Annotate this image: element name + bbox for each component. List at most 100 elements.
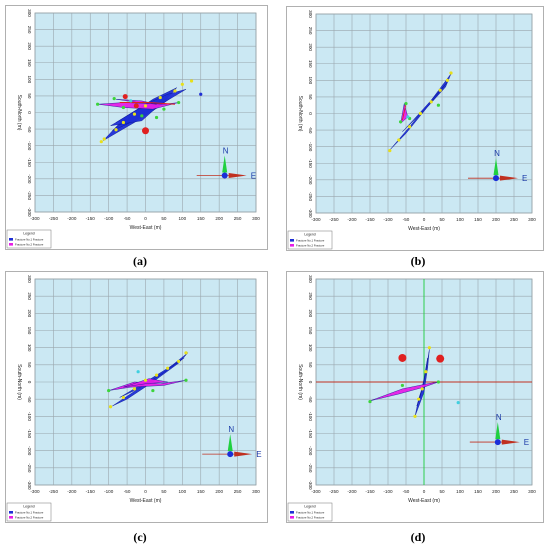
y-tick-label: 50 bbox=[27, 93, 32, 99]
y-tick-label: -50 bbox=[308, 127, 313, 134]
event-point bbox=[166, 366, 170, 370]
event-point bbox=[184, 351, 188, 355]
y-tick-label: -250 bbox=[27, 463, 32, 473]
east-arrow-icon bbox=[501, 439, 520, 445]
event-point bbox=[112, 96, 116, 101]
x-tick-label: 300 bbox=[252, 216, 260, 221]
event-point bbox=[140, 114, 144, 118]
event-point bbox=[456, 401, 460, 405]
x-axis-label: West-East (m) bbox=[130, 225, 162, 231]
event-point bbox=[436, 103, 440, 107]
east-label: E bbox=[256, 450, 261, 459]
y-tick-label: -50 bbox=[27, 126, 32, 133]
compass-origin-icon bbox=[494, 439, 501, 446]
compass-origin-icon bbox=[227, 451, 234, 458]
event-point bbox=[162, 107, 166, 111]
y-tick-label: -300 bbox=[27, 480, 32, 490]
event-point bbox=[417, 397, 421, 401]
x-tick-label: -300 bbox=[30, 216, 40, 221]
event-point bbox=[102, 137, 106, 141]
y-tick-label: -150 bbox=[308, 159, 313, 169]
north-label: N bbox=[496, 413, 502, 422]
x-tick-label: 100 bbox=[178, 489, 186, 494]
event-point bbox=[189, 79, 194, 83]
x-tick-label: 300 bbox=[528, 489, 536, 494]
event-point bbox=[180, 82, 184, 86]
y-tick-label: 250 bbox=[27, 292, 32, 300]
panel-c: -300 -250 -200 -150 -100 -50 0 50 100 150 200 250 30… bbox=[5, 271, 268, 523]
event-point bbox=[121, 395, 125, 400]
north-arrow-icon bbox=[495, 422, 501, 440]
y-tick-label: 200 bbox=[27, 42, 32, 50]
event-point bbox=[449, 71, 453, 75]
north-arrow-icon bbox=[222, 155, 228, 173]
y-tick-label: 300 bbox=[27, 275, 32, 283]
y-tick-label: -50 bbox=[27, 396, 32, 403]
y-tick-label: 300 bbox=[308, 275, 313, 283]
event-point bbox=[107, 388, 111, 393]
y-tick-label: -250 bbox=[308, 192, 313, 202]
east-label: E bbox=[524, 438, 529, 447]
legend-item-label: Fracture No.1 Fracture bbox=[15, 510, 44, 514]
legend-item-label: Fracture No.2 Fracture bbox=[15, 242, 44, 246]
y-tick-label: 0 bbox=[308, 112, 313, 115]
legend-box bbox=[287, 502, 333, 522]
event-point bbox=[136, 370, 140, 374]
event-point bbox=[199, 92, 203, 96]
event-point bbox=[121, 120, 125, 125]
east-arrow-icon bbox=[500, 175, 518, 181]
fracture-polygon bbox=[123, 378, 168, 388]
x-tick-label: 50 bbox=[439, 489, 445, 494]
compass-origin-icon bbox=[493, 175, 499, 182]
event-point bbox=[436, 380, 440, 384]
x-tick-label: -50 bbox=[403, 217, 410, 222]
y-tick-label: -300 bbox=[27, 207, 32, 217]
event-point bbox=[142, 127, 149, 135]
y-tick-label: -250 bbox=[308, 463, 313, 473]
event-point bbox=[424, 370, 428, 374]
event-point bbox=[177, 359, 181, 363]
y-tick-label: 200 bbox=[27, 309, 32, 317]
y-tick-label: 50 bbox=[27, 362, 32, 368]
x-tick-label: -100 bbox=[104, 489, 114, 494]
east-arrow-icon bbox=[234, 451, 253, 457]
event-point bbox=[420, 387, 424, 391]
x-tick-label: 0 bbox=[144, 216, 147, 221]
x-axis-label: West-East (m) bbox=[130, 498, 162, 504]
x-tick-label: 0 bbox=[423, 489, 426, 494]
event-group bbox=[388, 71, 453, 153]
y-tick-label: -200 bbox=[308, 446, 313, 456]
x-tick-label: -50 bbox=[124, 489, 131, 494]
event-point bbox=[129, 99, 133, 103]
event-point bbox=[438, 88, 442, 92]
x-tick-label: 200 bbox=[492, 489, 500, 494]
y-tick-label: 0 bbox=[308, 381, 313, 384]
x-tick-label: 150 bbox=[197, 216, 205, 221]
trace-line bbox=[402, 103, 407, 121]
x-tick-label: 50 bbox=[439, 217, 445, 222]
legend-box bbox=[287, 230, 333, 250]
event-point bbox=[108, 405, 113, 409]
event-point bbox=[177, 100, 181, 105]
grid bbox=[34, 12, 257, 213]
x-tick-label: -250 bbox=[329, 489, 339, 494]
x-tick-label: 250 bbox=[510, 217, 518, 222]
event-point bbox=[368, 399, 372, 404]
y-tick-label: 250 bbox=[308, 27, 313, 35]
y-tick-label: -150 bbox=[308, 429, 313, 439]
x-tick-label: -250 bbox=[329, 217, 339, 222]
x-tick-label: 50 bbox=[161, 489, 167, 494]
event-point bbox=[122, 94, 128, 100]
event-point bbox=[121, 105, 125, 110]
x-tick-label: 200 bbox=[492, 217, 500, 222]
event-point bbox=[404, 101, 408, 106]
compass: NE bbox=[468, 149, 527, 183]
legend-swatch bbox=[9, 511, 13, 514]
x-axis-label: West-East (m) bbox=[408, 226, 440, 232]
x-tick-label: -200 bbox=[347, 489, 357, 494]
y-tick-label: 50 bbox=[308, 362, 313, 368]
x-tick-label: -50 bbox=[124, 216, 131, 221]
y-tick-label: -300 bbox=[308, 480, 313, 490]
